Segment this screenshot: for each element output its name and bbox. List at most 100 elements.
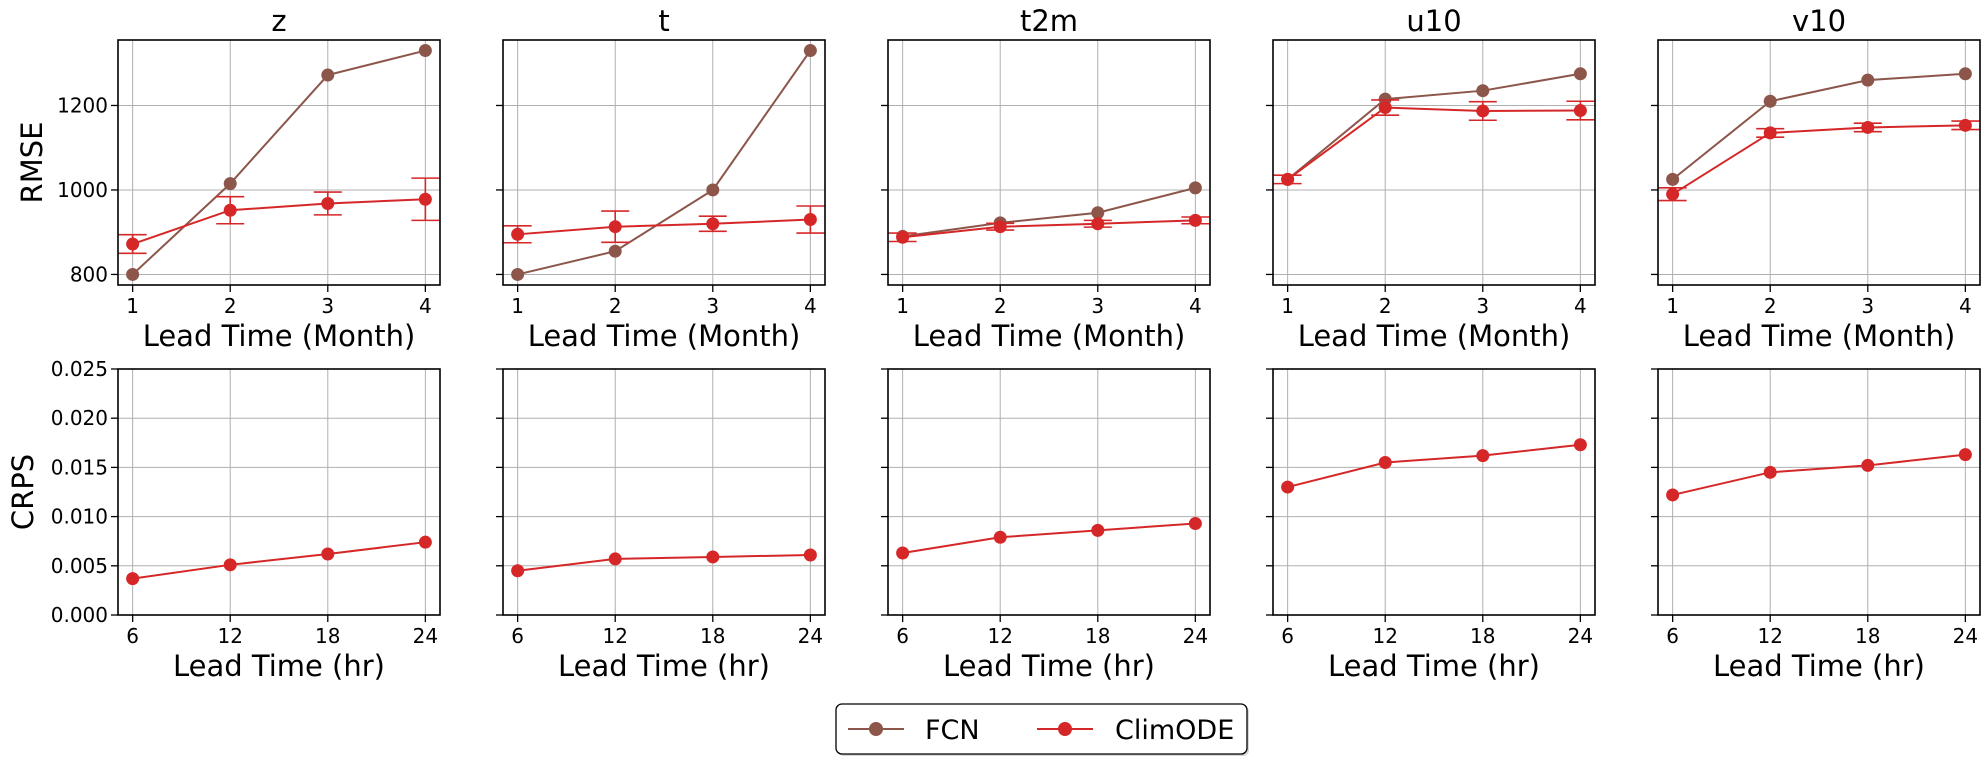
plot-frame: [1657, 368, 1981, 616]
x-axis-label: Lead Time (Month): [1683, 319, 1956, 353]
data-point-fcn: [706, 183, 720, 197]
x-tick-label: 12: [1757, 624, 1782, 648]
x-tick-label: 12: [602, 624, 627, 648]
data-point-climode: [223, 558, 237, 572]
x-axis-label: Lead Time (Month): [143, 319, 416, 353]
y-tick-label: 0.020: [51, 406, 108, 430]
x-tick-label: 12: [987, 624, 1012, 648]
x-tick-label: 4: [419, 294, 432, 318]
series-line-climode: [1672, 124, 1966, 196]
data-point-climode: [1091, 217, 1105, 231]
x-tick-label: 3: [1861, 294, 1874, 318]
panel-rmse-5: 1 2 3 4 v10 Lead Time (Month): [1651, 4, 1981, 353]
data-point-climode: [608, 220, 622, 234]
series-line-fcn: [1287, 72, 1581, 181]
x-tick-label: 3: [1476, 294, 1489, 318]
data-point-fcn: [511, 267, 525, 281]
panel-title: z: [271, 4, 286, 38]
data-point-climode: [896, 546, 910, 560]
x-tick-label: 24: [1568, 624, 1593, 648]
data-point-fcn: [803, 44, 817, 58]
x-tick-label: 2: [1379, 294, 1392, 318]
legend-label-fcn: FCN: [925, 715, 980, 746]
plot-frame: [502, 368, 826, 616]
x-tick-label: 2: [224, 294, 237, 318]
data-point-fcn: [1763, 94, 1777, 108]
x-tick-label: 6: [896, 624, 909, 648]
panel-crps-2: 6 12 18 24 Lead Time (hr): [496, 368, 826, 683]
panel-rmse-1: 1 2 3 4 800 1000 1200 z Lead Time (Month) RMSE: [15, 4, 441, 353]
panel-rmse-2: 1 2 3 4 t Lead Time (Month): [496, 4, 826, 353]
data-point-climode: [706, 217, 720, 231]
data-point-fcn: [223, 177, 237, 191]
panel-crps-1: 6 12 18 24 0.000 0.005 0.010 0.015 0.020 0.025 Lea…: [6, 357, 441, 683]
plot-frame: [502, 39, 826, 286]
data-point-climode: [223, 203, 237, 217]
panel-crps-3: 6 12 18 24 Lead Time (hr): [881, 368, 1211, 683]
x-tick-label: 18: [1085, 624, 1110, 648]
series-line-fcn: [1672, 72, 1966, 181]
data-point-climode: [511, 227, 525, 241]
data-point-fcn: [1861, 73, 1875, 87]
panel-title: t2m: [1020, 4, 1078, 38]
x-tick-label: 4: [1959, 294, 1972, 318]
series-line-climode: [132, 541, 426, 580]
plot-frame: [887, 39, 1211, 286]
data-point-climode: [1476, 449, 1490, 463]
data-point-climode: [418, 192, 432, 206]
x-tick-label: 6: [511, 624, 524, 648]
data-point-climode: [706, 550, 720, 564]
data-point-climode: [896, 230, 910, 244]
data-point-climode: [1188, 516, 1202, 530]
y-tick-label: 0.010: [51, 505, 108, 529]
series-line-climode: [517, 218, 811, 236]
panel-rmse-3: 1 2 3 4 t2m Lead Time (Month): [881, 4, 1211, 353]
data-point-climode: [803, 213, 817, 227]
plot-frame: [117, 39, 441, 286]
x-tick-label: 24: [1183, 624, 1208, 648]
data-point-fcn: [321, 68, 335, 82]
data-point-climode: [1281, 172, 1295, 186]
data-point-climode: [321, 196, 335, 210]
x-tick-label: 1: [896, 294, 909, 318]
x-tick-label: 6: [1666, 624, 1679, 648]
x-tick-label: 24: [798, 624, 823, 648]
y-tick-label: 1200: [57, 93, 108, 117]
data-point-climode: [993, 220, 1007, 234]
x-axis-label: Lead Time (Month): [528, 319, 801, 353]
x-tick-label: 24: [1953, 624, 1978, 648]
data-point-fcn: [1958, 67, 1972, 81]
y-tick-label: 1000: [57, 178, 108, 202]
data-point-climode: [1378, 101, 1392, 115]
x-axis-label: Lead Time (hr): [1328, 649, 1540, 683]
data-point-climode: [1861, 458, 1875, 472]
x-tick-label: 1: [1666, 294, 1679, 318]
data-point-climode: [1666, 488, 1680, 502]
y-tick-label: 800: [70, 262, 108, 286]
panel-crps-4: 6 12 18 24 Lead Time (hr): [1266, 368, 1596, 683]
data-point-fcn: [126, 267, 140, 281]
panel-crps-5: 6 12 18 24 Lead Time (hr): [1651, 368, 1981, 683]
x-tick-label: 2: [1764, 294, 1777, 318]
x-tick-label: 4: [1189, 294, 1202, 318]
data-point-fcn: [608, 244, 622, 258]
data-point-climode: [1763, 126, 1777, 140]
x-tick-label: 1: [126, 294, 139, 318]
x-tick-label: 18: [1470, 624, 1495, 648]
series-line-fcn: [517, 49, 812, 276]
series-line-climode: [1287, 106, 1581, 181]
plot-frame: [887, 368, 1211, 616]
y-tick-label: 0.025: [51, 357, 108, 381]
y-axis-label: RMSE: [15, 122, 49, 204]
series-line-fcn: [902, 186, 1196, 238]
data-point-climode: [1861, 120, 1875, 134]
x-axis-label: Lead Time (hr): [943, 649, 1155, 683]
x-tick-label: 12: [1372, 624, 1397, 648]
series-line-climode: [517, 553, 811, 572]
x-axis-label: Lead Time (hr): [173, 649, 385, 683]
y-tick-label: 0.000: [51, 603, 108, 627]
plot-frame: [117, 368, 441, 616]
plot-frame: [1272, 368, 1596, 616]
x-tick-label: 6: [126, 624, 139, 648]
